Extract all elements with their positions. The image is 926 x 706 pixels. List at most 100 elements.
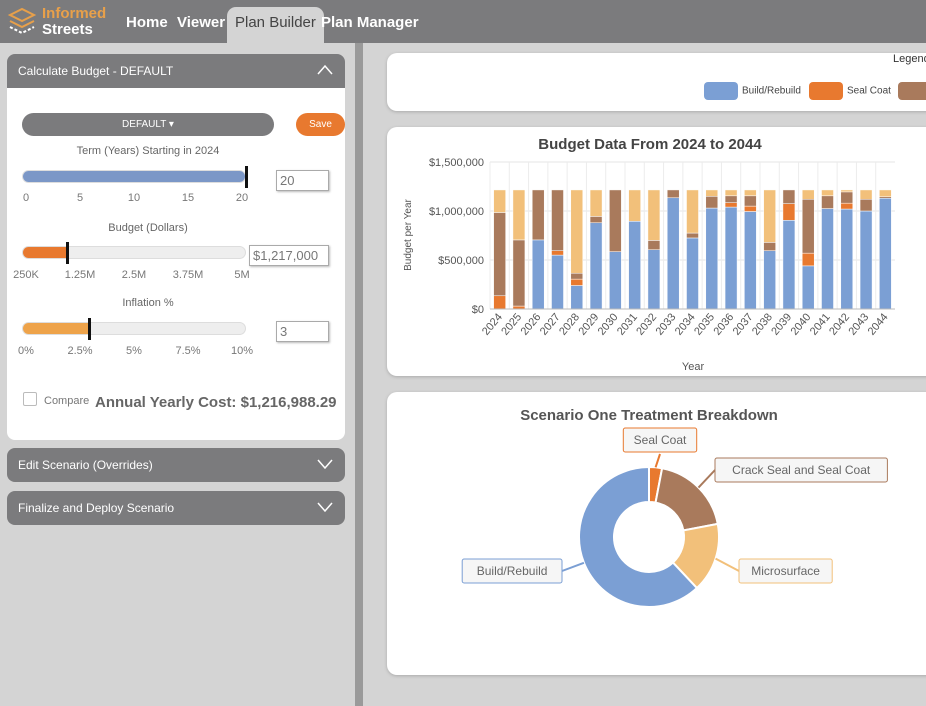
bar-segment-crack-2029[interactable] <box>589 216 603 224</box>
term-slider[interactable] <box>22 170 246 183</box>
legend-item-seal-coat: Seal Coat <box>809 82 891 102</box>
edit-scenario-header[interactable]: Edit Scenario (Overrides) <box>7 448 345 482</box>
tab-home[interactable]: Home <box>126 14 168 31</box>
bar-segment-seal-2037[interactable] <box>744 205 757 212</box>
bar-segment-crack-2026[interactable] <box>531 189 545 241</box>
bar-segment-micro-2032[interactable] <box>647 189 661 241</box>
bar-segment-build-2038[interactable] <box>763 250 776 310</box>
finalize-scenario-header[interactable]: Finalize and Deploy Scenario <box>7 491 345 525</box>
bar-segment-build-2043[interactable] <box>859 210 873 310</box>
bar-segment-crack-2028[interactable] <box>570 272 584 280</box>
bar-segment-micro-2024[interactable] <box>493 189 506 213</box>
y-tick-label: $1,500,000 <box>429 157 484 169</box>
calculate-budget-header[interactable]: Calculate Budget - DEFAULT <box>7 54 345 88</box>
bar-segment-crack-2035[interactable] <box>705 196 719 209</box>
bar-segment-crack-2034[interactable] <box>686 232 699 239</box>
x-axis-label: Year <box>682 361 705 373</box>
chevron-down-icon[interactable] <box>317 457 333 469</box>
bar-segment-crack-2040[interactable] <box>801 198 815 254</box>
treatment-donut-chart: Scenario One Treatment Breakdown Seal Co… <box>461 407 888 608</box>
bar-segment-micro-2034[interactable] <box>686 189 699 234</box>
bar-segment-micro-2040[interactable] <box>801 189 815 200</box>
scenario-dropdown[interactable]: DEFAULT ▾ <box>22 113 274 136</box>
term-input[interactable]: 20 <box>276 170 329 191</box>
budget-slider[interactable] <box>22 246 246 259</box>
bar-segment-build-2034[interactable] <box>686 237 699 310</box>
bar-segment-micro-2031[interactable] <box>628 189 641 222</box>
bar-segment-seal-2036[interactable] <box>724 202 738 208</box>
bar-segment-build-2032[interactable] <box>647 249 661 310</box>
bar-segment-build-2042[interactable] <box>840 208 854 310</box>
panel-splitter[interactable] <box>355 43 363 706</box>
tab-viewer[interactable]: Viewer <box>177 14 226 31</box>
bar-segment-crack-2037[interactable] <box>744 195 757 207</box>
bar-segment-seal-2042[interactable] <box>840 202 854 210</box>
bar-segment-micro-2042[interactable] <box>840 189 854 193</box>
budget-slider-handle[interactable] <box>65 242 69 264</box>
bar-segment-build-2040[interactable] <box>801 265 815 310</box>
tab-plan-builder[interactable]: Plan Builder <box>227 7 324 43</box>
bar-segment-crack-2027[interactable] <box>551 189 564 251</box>
top-nav: Informed Streets Home Viewer Plan Builde… <box>0 0 926 43</box>
y-tick-label: $1,000,000 <box>429 206 484 218</box>
chevron-up-icon[interactable] <box>317 63 333 75</box>
bar-segment-micro-2025[interactable] <box>512 189 526 241</box>
inflation-slider-handle[interactable] <box>88 318 92 340</box>
inflation-input[interactable]: 3 <box>276 321 329 342</box>
bar-segment-micro-2038[interactable] <box>763 189 776 243</box>
logo[interactable]: Informed Streets <box>6 5 116 39</box>
compare-checkbox[interactable] <box>23 392 37 406</box>
bar-segment-micro-2035[interactable] <box>705 189 719 197</box>
bar-segment-build-2027[interactable] <box>551 254 564 310</box>
donut-slice-build[interactable] <box>578 465 699 608</box>
bar-segment-build-2026[interactable] <box>531 239 545 310</box>
bar-segment-build-2031[interactable] <box>628 221 641 310</box>
slider-tick: 0 <box>22 192 30 204</box>
bar-segment-crack-2042[interactable] <box>840 191 854 204</box>
legend-card: Legend <box>387 53 926 111</box>
chevron-down-icon[interactable] <box>317 500 333 512</box>
bar-segment-build-2030[interactable] <box>609 251 622 310</box>
bar-segment-crack-2033[interactable] <box>666 189 680 199</box>
bar-segment-micro-2036[interactable] <box>724 189 738 197</box>
x-tick-label: 2032 <box>634 311 659 337</box>
bar-segment-seal-2027[interactable] <box>551 250 564 256</box>
save-button[interactable]: Save <box>296 113 345 136</box>
tab-plan-manager[interactable]: Plan Manager <box>321 14 419 31</box>
x-tick-label: 2044 <box>866 311 891 337</box>
bar-segment-micro-2044[interactable] <box>879 189 892 198</box>
bar-segment-build-2036[interactable] <box>724 206 738 310</box>
bar-segment-build-2035[interactable] <box>705 207 719 310</box>
term-slider-handle[interactable] <box>245 166 248 188</box>
x-tick-label: 2031 <box>615 311 640 337</box>
bar-segment-micro-2037[interactable] <box>744 189 757 197</box>
bar-segment-crack-2032[interactable] <box>647 240 661 250</box>
inflation-slider[interactable] <box>22 322 246 335</box>
bar-segment-micro-2029[interactable] <box>589 189 603 217</box>
finalize-scenario-title: Finalize and Deploy Scenario <box>18 501 175 515</box>
bar-segment-micro-2043[interactable] <box>859 189 873 200</box>
bar-segment-seal-2040[interactable] <box>801 252 815 267</box>
bar-segment-crack-2043[interactable] <box>859 198 873 212</box>
bar-segment-crack-2039[interactable] <box>782 189 796 204</box>
bar-segment-build-2029[interactable] <box>589 222 603 310</box>
bar-segment-crack-2024[interactable] <box>493 212 506 297</box>
bar-segment-build-2044[interactable] <box>879 198 892 310</box>
term-slider-fill <box>23 171 245 182</box>
bar-segment-crack-2025[interactable] <box>512 239 526 307</box>
bar-segment-crack-2041[interactable] <box>821 195 834 209</box>
bar-segment-build-2041[interactable] <box>821 208 834 310</box>
bar-segment-micro-2028[interactable] <box>570 189 584 274</box>
bar-segment-build-2037[interactable] <box>744 211 757 310</box>
bar-segment-crack-2036[interactable] <box>724 195 738 203</box>
budget-input[interactable]: $1,217,000 <box>249 245 329 266</box>
bar-segment-crack-2038[interactable] <box>763 242 776 251</box>
bar-segment-build-2033[interactable] <box>666 197 680 310</box>
bar-segment-crack-2030[interactable] <box>609 189 622 252</box>
bar-segment-seal-2024[interactable] <box>493 295 506 310</box>
bar-segment-build-2028[interactable] <box>570 285 584 310</box>
bar-segment-build-2039[interactable] <box>782 220 796 310</box>
bar-segment-seal-2028[interactable] <box>570 278 584 286</box>
bar-segment-micro-2041[interactable] <box>821 189 834 197</box>
bar-segment-seal-2039[interactable] <box>782 203 796 221</box>
